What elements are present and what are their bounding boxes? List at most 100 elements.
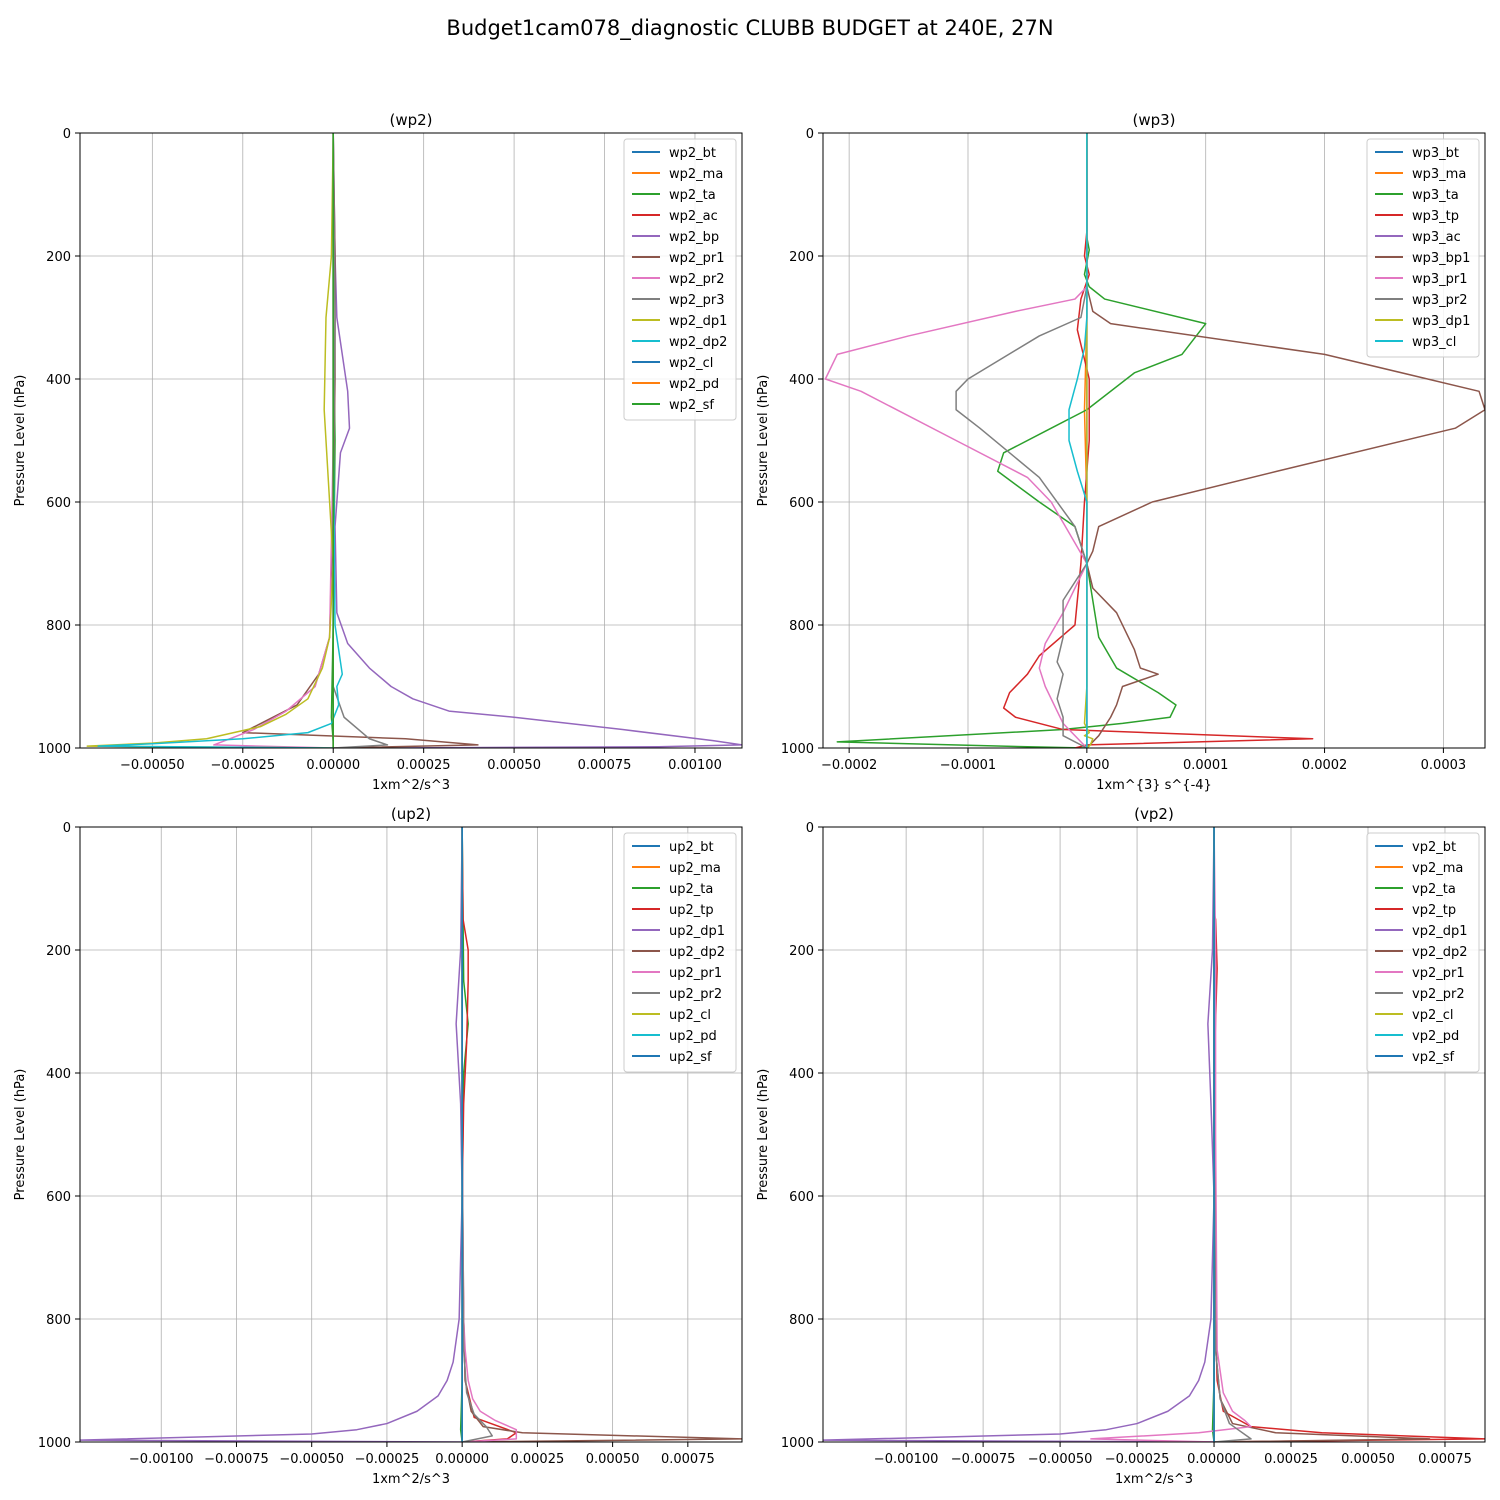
legend-entry: wp2_ac [669,209,718,224]
axes-frame [79,826,743,1443]
y-axis-label: Pressure Level (hPa) [13,375,28,507]
x-tick-label: 0.00000 [1187,1452,1241,1467]
x-tick-label: −0.00025 [1105,1452,1170,1467]
legend-entry: vp2_pd [1412,1029,1459,1044]
legend-entry: up2_ta [669,882,713,897]
legend-entry: vp2_cl [1412,1008,1453,1023]
legend: vp2_bt vp2_ma vp2_ta vp2_tp vp2_dp1 vp2_dp2vp… [1366,832,1480,1073]
legend-entry: up2_pr2 [669,987,722,1002]
series-line-wp2_pr3 [332,133,389,748]
legend-entry: wp2_ta [669,188,716,203]
series-line-wp3_tp [1002,133,1314,748]
legend: up2_bt up2_ma up2_ta up2_tp up2_dp1 up2_dp2up… [623,832,737,1073]
x-tick-label: 0.0002 [1302,758,1348,773]
x-tick-label: 0.00025 [1264,1452,1318,1467]
legend: wp3_bt wp3_ma wp3_ta wp3_tp wp3_ac wp3_bp1 wp3… [1366,138,1480,358]
x-tick-label: −0.00100 [129,1452,194,1467]
x-tick-label: −0.00075 [204,1452,269,1467]
series-line-up2_tp [461,827,518,1442]
legend-entry: vp2_sf [1412,1050,1454,1065]
x-tick-label: −0.0001 [940,758,996,773]
y-tick-label: 800 [46,1313,71,1328]
legend: wp2_bt wp2_ma wp2_ta wp2_ac wp2_bp wp2_pr1 wp2… [623,138,737,421]
legend-entry: wp2_dp2 [669,335,727,350]
legend-entry: up2_pd [669,1029,717,1044]
series-line-wp3_bp1 [1086,133,1485,748]
series-line-wp2_dp2 [97,133,344,748]
legend-entry: wp2_ma [669,167,723,182]
series-line-wp3_cl [1068,133,1088,748]
series-line-wp3_pr2 [955,133,1088,748]
y-axis-label: Pressure Level (hPa) [756,1069,771,1201]
legend-entry: wp3_ma [1412,167,1466,182]
legend-entry: vp2_dp2 [1412,945,1468,960]
series-line-up2_dp1 [80,827,463,1442]
x-tick-label: −0.00075 [951,1452,1016,1467]
y-axis-label: Pressure Level (hPa) [13,1069,28,1201]
legend-entry: wp3_bp1 [1412,251,1470,266]
y-tick-label: 1000 [38,1436,71,1451]
legend-entry: up2_bt [669,840,714,855]
y-tick-label: 400 [46,373,71,388]
legend-entry: up2_dp2 [669,945,725,960]
legend-entry: up2_sf [669,1050,712,1065]
x-tick-label: 0.00000 [435,1452,489,1467]
legend-entry: wp2_sf [669,398,714,413]
y-tick-label: 600 [789,496,814,511]
x-axis-label: 1xm^2/s^3 [372,778,450,793]
x-tick-label: −0.00050 [120,758,185,773]
y-tick-label: 400 [46,1067,71,1082]
legend-entry: up2_dp1 [669,924,725,939]
series-line-wp2_pr2 [213,133,334,748]
legend-entry: wp2_bp [669,230,719,245]
legend-entry: wp3_dp1 [1412,314,1470,329]
y-tick-label: 1000 [781,742,814,757]
y-tick-label: 1000 [781,1436,814,1451]
subplot-title: (wp3) [1132,111,1175,129]
legend-frame [623,832,737,1073]
x-tick-label: −0.0002 [821,758,877,773]
y-tick-label: 600 [46,1190,71,1205]
legend-entry: wp3_tp [1412,209,1459,224]
y-tick-label: 0 [63,127,71,142]
series-line-wp3_pr1 [824,133,1088,748]
subplot-wp3: −0.0002 −0.0001 0.0000 0.0001 0.0002 0.0003 0 2… [756,111,1486,793]
subplot-vp2: −0.00100 −0.00075 −0.00050 −0.00025 0.00000 0… [756,805,1486,1487]
x-tick-label: 0.00000 [306,758,360,773]
legend-entry: wp3_ta [1412,188,1459,203]
series-group [80,827,742,1442]
x-tick-label: −0.00050 [1028,1452,1093,1467]
legend-frame [623,138,737,421]
x-tick-label: 0.00075 [661,1452,715,1467]
legend-entry: wp3_bt [1412,146,1459,161]
axes-frame [79,132,743,749]
y-tick-label: 600 [46,496,71,511]
figure-title: Budget1cam078_diagnostic CLUBB BUDGET at… [446,16,1054,40]
subplot-wp2: −0.00050 −0.00025 0.00000 0.00025 0.00050 0.0… [13,111,743,793]
y-tick-label: 400 [789,1067,814,1082]
y-tick-label: 400 [789,373,814,388]
subplot-title: (wp2) [389,111,432,129]
series-line-up2_pr1 [461,827,518,1442]
series-line-vp2_dp1 [823,827,1215,1442]
y-tick-label: 0 [806,821,814,836]
series-line-wp2_pr1 [242,133,479,748]
x-axis-label: 1xm^2/s^3 [372,1472,450,1487]
legend-entry: up2_cl [669,1008,711,1023]
legend-entry: wp2_cl [669,356,713,371]
x-tick-label: 0.00025 [397,758,451,773]
legend-entry: vp2_dp1 [1412,924,1468,939]
y-axis-label: Pressure Level (hPa) [756,375,771,507]
legend-entry: wp2_bt [669,146,716,161]
x-tick-label: 0.00100 [668,758,722,773]
legend-entry: vp2_bt [1412,840,1456,855]
series-group [824,133,1485,748]
x-tick-label: 0.00050 [1341,1452,1395,1467]
y-tick-label: 600 [789,1190,814,1205]
legend-entry: wp2_pr3 [669,293,725,308]
y-tick-label: 1000 [38,742,71,757]
y-tick-label: 800 [789,1313,814,1328]
series-line-vp2_pr1 [1090,827,1252,1442]
y-tick-label: 200 [46,944,71,959]
